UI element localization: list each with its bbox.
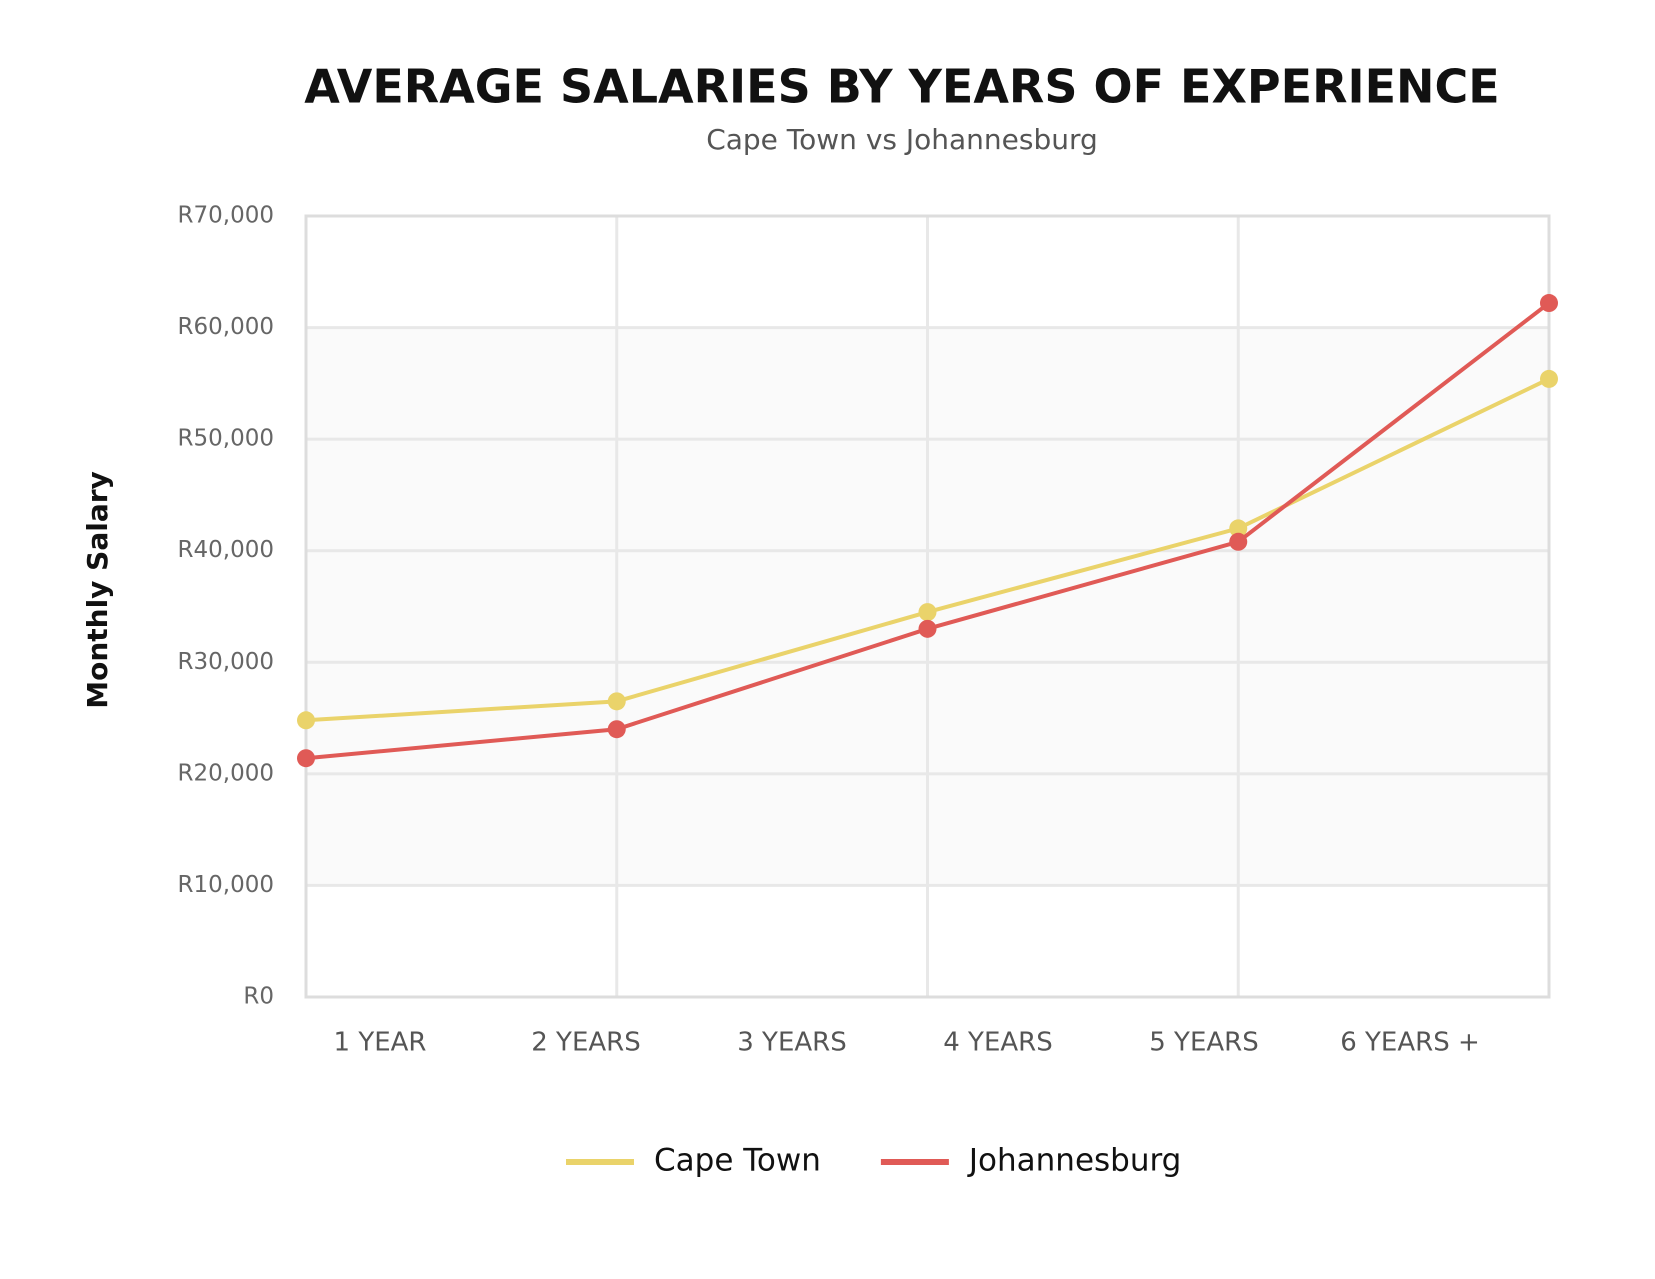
y-tick-label: R10,000 [178,872,274,898]
y-tick-label: R40,000 [178,537,274,563]
data-point [1540,369,1558,388]
plot-frame [304,214,1551,999]
y-tick-label: R30,000 [178,649,274,675]
chart-title: AVERAGE SALARIES BY YEARS OF EXPERIENCE [304,60,1499,114]
y-tick-label: R70,000 [178,203,274,229]
legend-label: Cape Town [654,1143,821,1179]
x-tick-label: 6 YEARS + [1340,1028,1480,1058]
y-tick-label: R0 [243,984,274,1010]
data-point [297,711,315,730]
y-axis-label: Monthly Salary [81,471,114,709]
x-tick-label: 3 YEARS [737,1028,846,1058]
x-tick-label: 1 YEAR [334,1028,427,1058]
data-point [1229,532,1248,551]
x-tick-label: 5 YEARS [1149,1028,1258,1058]
x-tick-label: 4 YEARS [943,1028,1052,1058]
data-point [607,720,626,739]
chart-subtitle: Cape Town vs Johannesburg [706,123,1098,156]
data-point [918,603,937,622]
y-tick-label: R60,000 [178,314,274,340]
data-point [918,619,937,638]
data-point [1229,519,1248,538]
data-point [1540,294,1558,313]
y-tick-label: R20,000 [178,760,274,786]
legend-label: Johannesburg [967,1143,1181,1179]
data-point [297,749,315,768]
y-tick-label: R50,000 [178,426,274,452]
x-tick-label: 2 YEARS [531,1028,640,1058]
data-point [607,692,626,711]
